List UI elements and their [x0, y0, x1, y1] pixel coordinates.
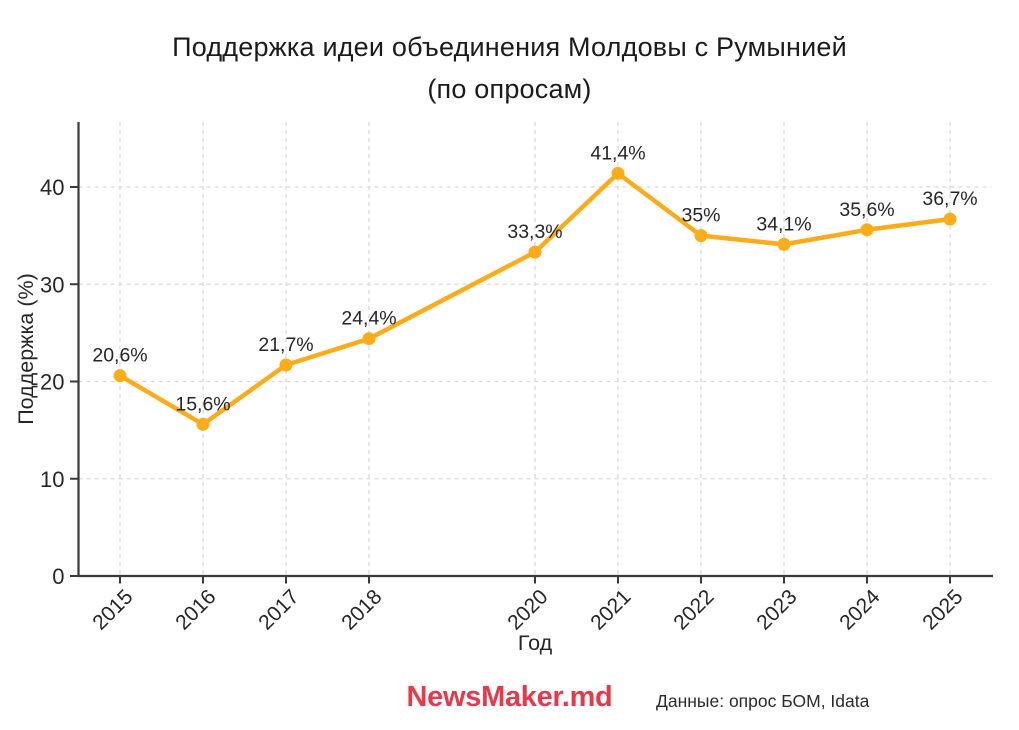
- x-tick-label: 2018: [337, 585, 386, 634]
- y-tick-label: 40: [40, 175, 64, 200]
- data-point: [611, 166, 625, 180]
- x-tick-label: 2025: [918, 585, 967, 634]
- data-point: [777, 237, 791, 251]
- data-point-label: 24,4%: [341, 308, 396, 330]
- data-series: [113, 166, 957, 431]
- data-point-label: 35%: [681, 205, 720, 227]
- y-tick-label: 0: [52, 564, 64, 589]
- data-line: [117, 171, 953, 427]
- chart-title-line1: Поддержка идеи объединения Молдовы с Рум…: [172, 32, 847, 62]
- grid-lines: [78, 122, 992, 576]
- data-point: [943, 212, 957, 226]
- x-tick-label: 2024: [835, 585, 885, 635]
- data-point-label: 15,6%: [175, 393, 230, 415]
- data-point: [528, 245, 542, 259]
- y-axis-label: Поддержка (%): [14, 273, 38, 425]
- x-tick-label: 2017: [254, 585, 303, 634]
- x-tick-label: 2021: [586, 585, 635, 634]
- y-tick-label: 30: [40, 272, 64, 297]
- data-source-note: Данные: опрос БОМ, Idata: [656, 691, 870, 711]
- chart-title-line2: (по опросам): [427, 74, 592, 104]
- axis-labels: Поддержка (%) Год: [14, 273, 553, 655]
- chart-title: Поддержка идеи объединения Молдовы с Рум…: [0, 26, 1019, 110]
- y-tick-label: 10: [40, 467, 64, 492]
- axes: [70, 122, 993, 584]
- brand-logo: NewsMaker.md: [406, 681, 613, 713]
- data-point-label: 41,4%: [590, 142, 645, 164]
- x-tick-label: 2020: [503, 585, 552, 634]
- x-axis-label: Год: [518, 631, 553, 655]
- data-point: [860, 223, 874, 237]
- data-point: [694, 229, 708, 243]
- data-point-label: 20,6%: [92, 345, 147, 367]
- data-point-label: 34,1%: [756, 213, 811, 235]
- data-point: [196, 417, 210, 431]
- x-tick-label: 2015: [88, 585, 137, 634]
- data-point: [113, 369, 127, 383]
- data-point-label: 21,7%: [258, 334, 313, 356]
- data-point: [279, 358, 293, 372]
- x-tick-label: 2022: [669, 585, 718, 634]
- data-point-label: 35,6%: [839, 199, 894, 221]
- y-tick-label: 20: [40, 370, 64, 395]
- x-tick-label: 2016: [171, 585, 220, 634]
- x-tick-label: 2023: [752, 585, 801, 634]
- data-point-label: 36,7%: [922, 188, 977, 210]
- data-point-labels: 20,6% 15,6% 21,7% 24,4% 33,3% 41,4% 35% 34,1% 35…: [92, 142, 977, 415]
- data-point-label: 33,3%: [507, 221, 562, 243]
- data-point: [362, 332, 376, 346]
- footer: NewsMaker.md Данные: опрос БОМ, Idata: [0, 680, 1019, 720]
